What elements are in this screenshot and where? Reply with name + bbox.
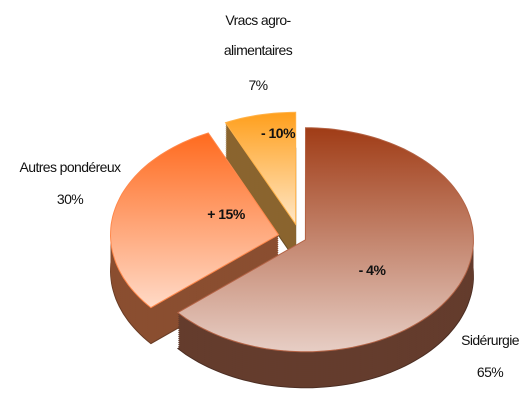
slice [176,127,474,353]
value-label: 30% [56,191,84,207]
slice [224,111,297,226]
value-label: 65% [476,364,504,380]
annotation: - 10% [260,125,296,141]
annotation: + 15% [207,206,245,222]
value-label: 7% [248,77,268,93]
annotation: - 4% [358,262,386,278]
slice [109,132,280,309]
category-label: Sidérurgie [461,332,519,348]
category-label: Vracs agro-alimentaires [223,12,293,58]
category-label: Autres pondéreux [19,159,122,175]
